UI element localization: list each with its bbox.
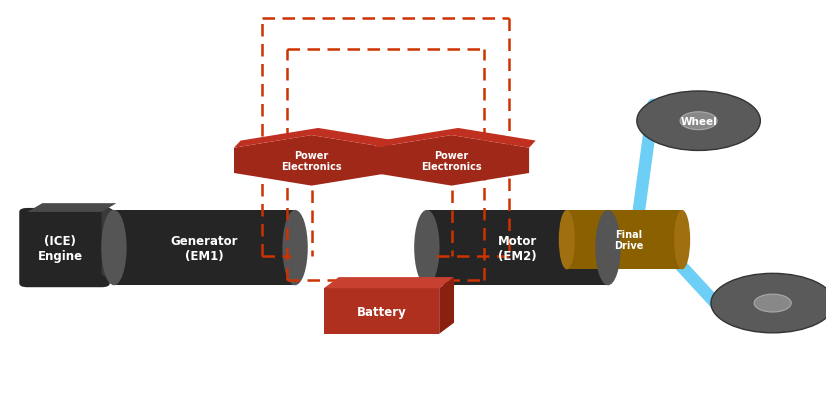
Polygon shape	[102, 204, 116, 284]
Ellipse shape	[673, 211, 690, 270]
Text: Wheel: Wheel	[680, 116, 716, 126]
Text: Power
Electronics: Power Electronics	[281, 150, 341, 172]
Polygon shape	[324, 277, 454, 288]
Ellipse shape	[595, 211, 620, 286]
Ellipse shape	[558, 211, 574, 270]
Bar	[426, 211, 607, 286]
Bar	[113, 211, 295, 286]
Ellipse shape	[282, 211, 307, 286]
Text: Generator
(EM1): Generator (EM1)	[171, 234, 238, 262]
Circle shape	[710, 273, 828, 333]
Bar	[566, 211, 681, 270]
Polygon shape	[439, 277, 454, 334]
Polygon shape	[27, 204, 116, 213]
Polygon shape	[233, 136, 388, 186]
Polygon shape	[373, 129, 535, 148]
Bar	[324, 288, 439, 334]
Circle shape	[753, 294, 790, 312]
FancyBboxPatch shape	[19, 209, 109, 288]
Polygon shape	[233, 129, 395, 148]
Text: (ICE)
Engine: (ICE) Engine	[38, 234, 83, 262]
Circle shape	[679, 113, 716, 130]
Ellipse shape	[101, 211, 127, 286]
Text: Motor
(EM2): Motor (EM2)	[497, 234, 537, 262]
Circle shape	[636, 92, 759, 151]
Text: Power
Electronics: Power Electronics	[421, 150, 481, 172]
Ellipse shape	[414, 211, 439, 286]
Polygon shape	[373, 136, 528, 186]
Text: Final
Drive: Final Drive	[614, 229, 643, 251]
Text: Battery: Battery	[356, 305, 406, 318]
